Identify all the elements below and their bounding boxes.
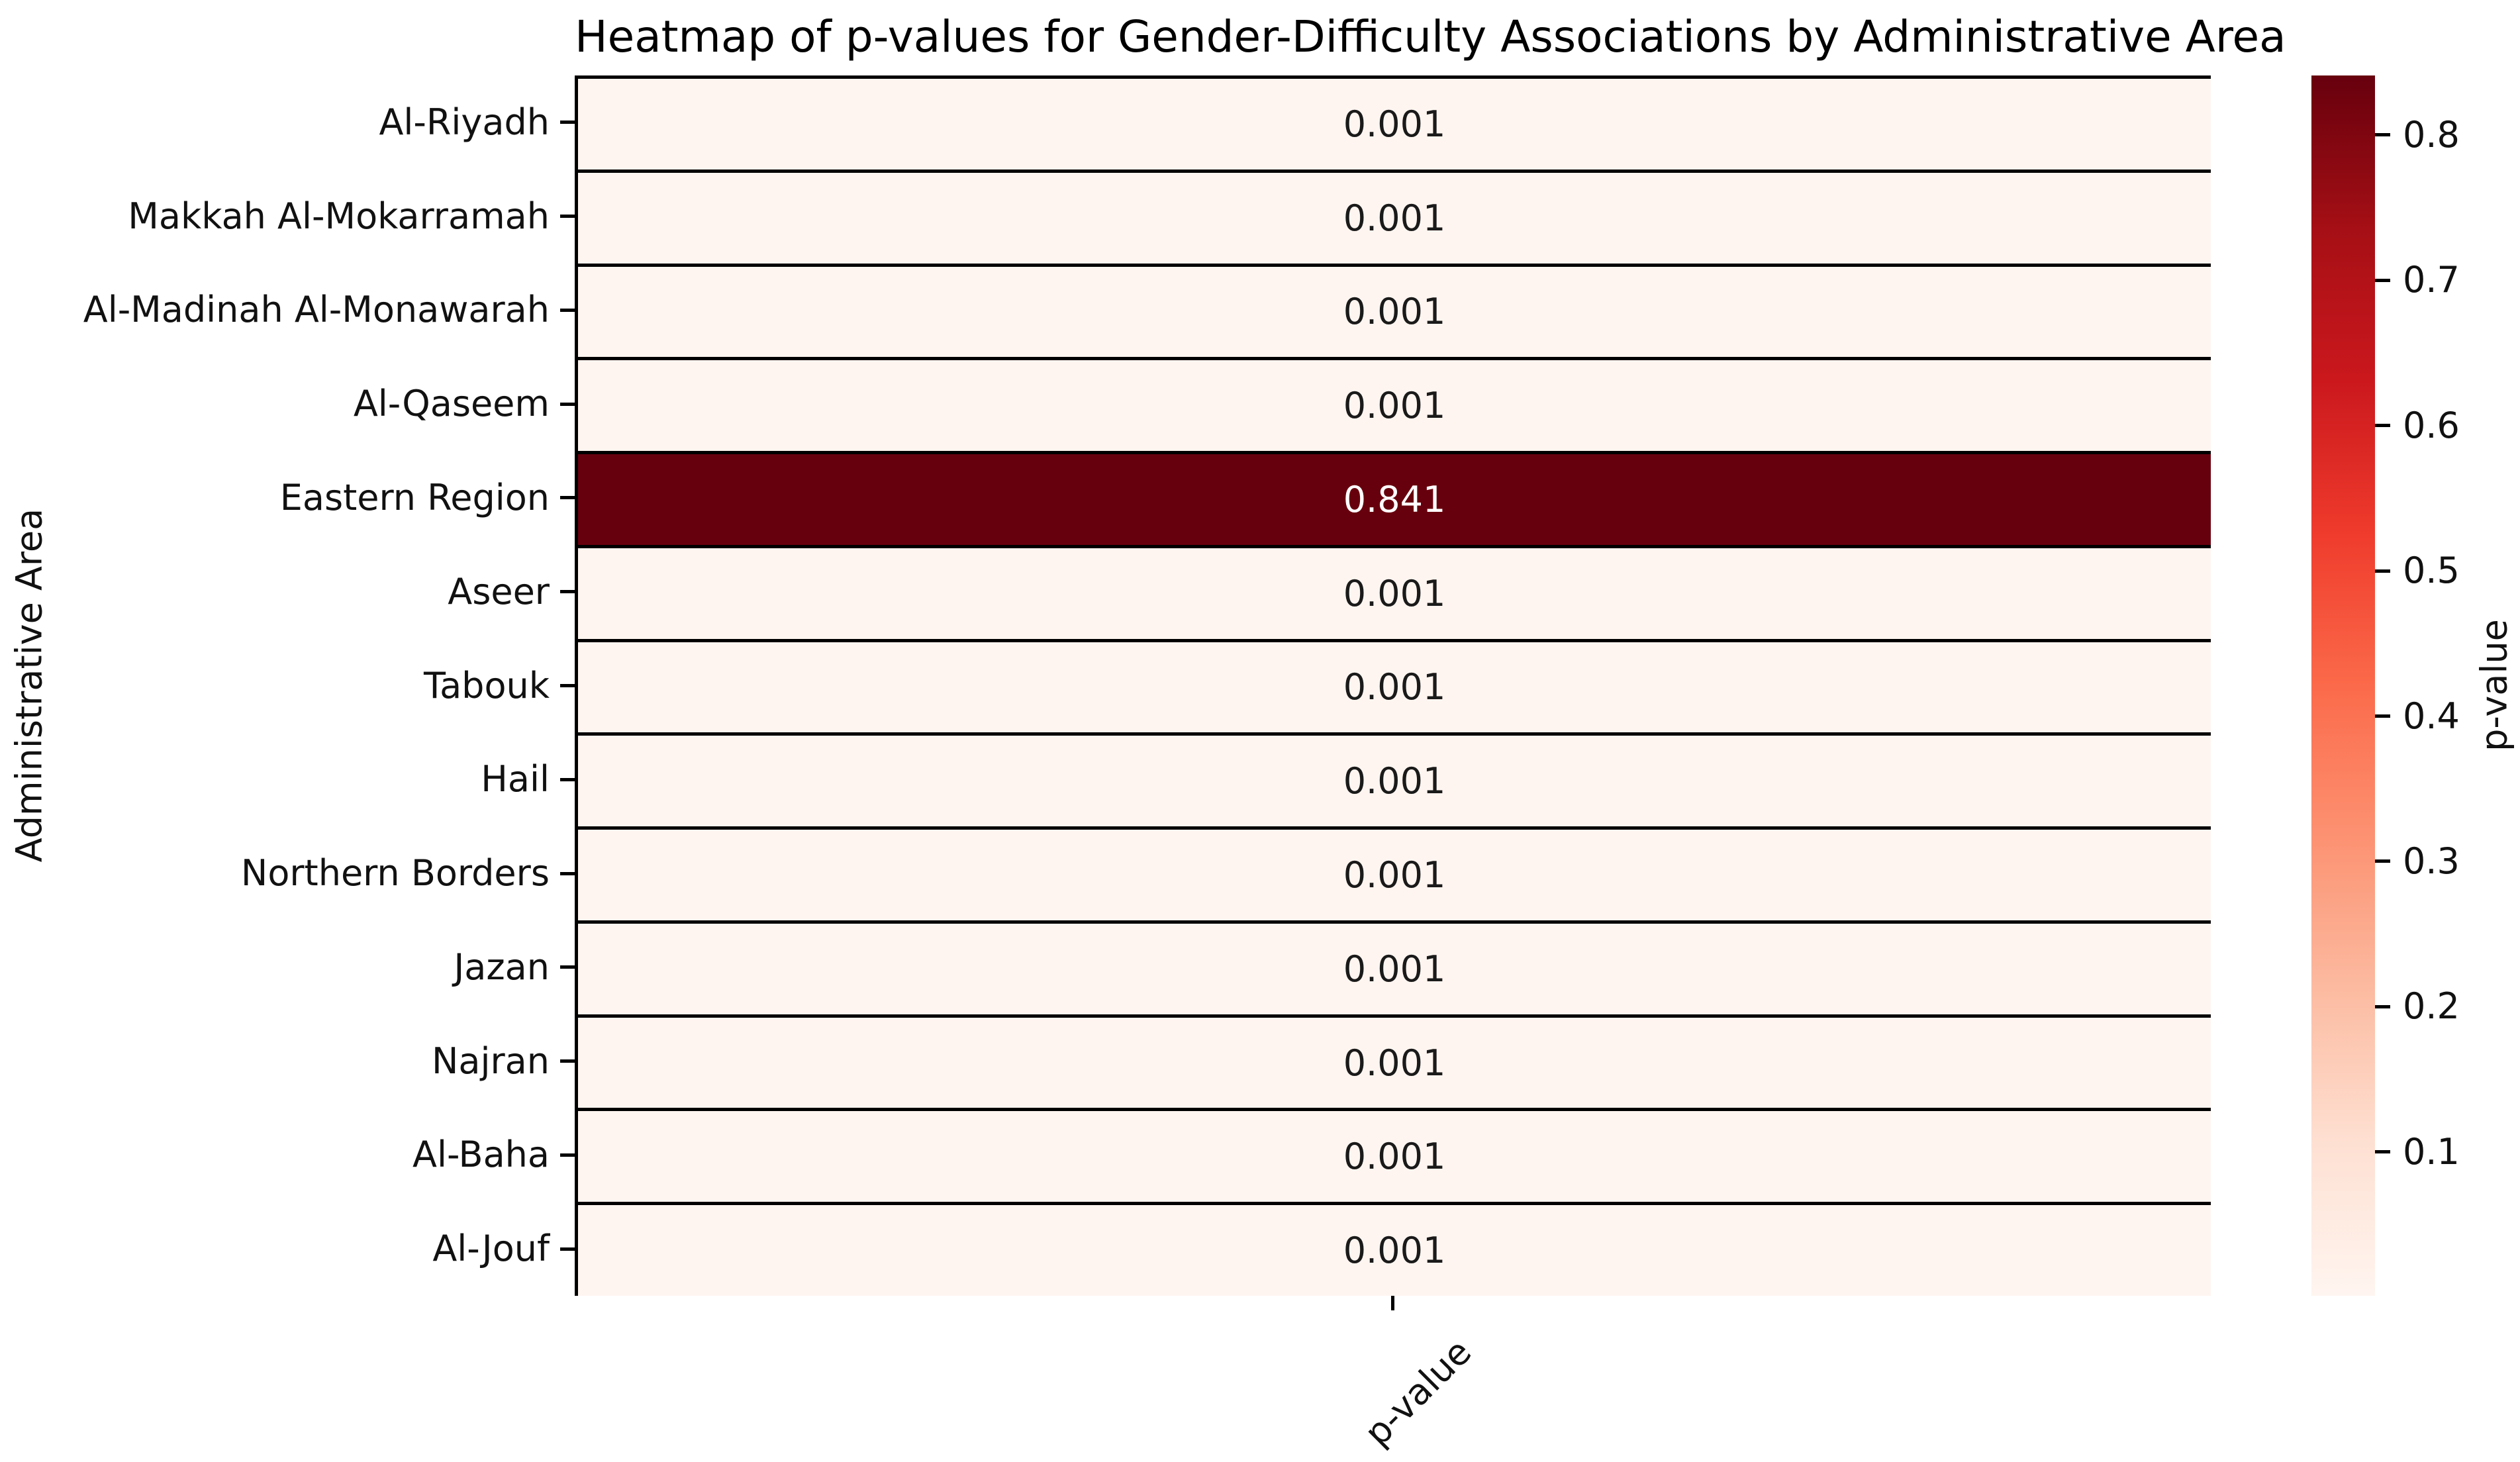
cell-value: 0.001 (1343, 1136, 1446, 1178)
y-tick-label: Al-Baha (412, 1134, 550, 1176)
y-tick-mark (560, 777, 575, 781)
heatmap-cell: 0.001 (578, 544, 2211, 639)
chart-title: Heatmap of p-values for Gender-Difficult… (575, 11, 2286, 62)
y-tick-mark (560, 402, 575, 406)
y-tick-label: Tabouk (424, 664, 550, 707)
cell-value: 0.001 (1343, 103, 1446, 145)
heatmap-grid: 0.001 0.001 0.001 0.001 0.841 0.001 0.001 0.001… (575, 75, 2211, 1296)
y-tick-mark (560, 590, 575, 594)
colorbar-tick-mark (2375, 1150, 2390, 1154)
cell-value: 0.001 (1343, 572, 1446, 614)
y-tick-mark (560, 1247, 575, 1251)
heatmap-cell: 0.001 (578, 920, 2211, 1014)
y-tick-label: Najran (431, 1040, 550, 1082)
colorbar-tick-mark (2375, 714, 2390, 718)
y-tick-label: Al-Qaseem (353, 383, 550, 425)
heatmap-cell: 0.001 (578, 357, 2211, 452)
y-tick-label: Al-Jouf (432, 1228, 550, 1270)
y-tick-label: Hail (481, 758, 550, 801)
colorbar-tick-label: 0.1 (2403, 1130, 2460, 1173)
colorbar-tick-label: 0.3 (2403, 840, 2460, 882)
y-tick-mark (560, 1153, 575, 1157)
colorbar-tick-label: 0.7 (2403, 259, 2460, 301)
colorbar-tick-mark (2375, 859, 2390, 863)
y-tick-mark (560, 215, 575, 219)
heatmap-cell: 0.001 (578, 1108, 2211, 1202)
colorbar-tick-mark (2375, 133, 2390, 137)
cell-value: 0.001 (1343, 760, 1446, 803)
y-tick-label: Al-Riyadh (379, 101, 550, 143)
y-tick-label: Al-Madinah Al-Monawarah (83, 289, 550, 331)
colorbar-tick-label: 0.4 (2403, 695, 2460, 737)
y-tick-mark (560, 965, 575, 969)
colorbar (2311, 75, 2375, 1296)
heatmap-cell: 0.001 (578, 169, 2211, 264)
colorbar-tick-label: 0.6 (2403, 404, 2460, 446)
colorbar-tick-mark (2375, 424, 2390, 428)
heatmap-cell: 0.001 (578, 732, 2211, 827)
colorbar-title: p-value (2473, 619, 2515, 752)
cell-value: 0.001 (1343, 197, 1446, 239)
cell-value: 0.841 (1343, 478, 1446, 520)
colorbar-tick-label: 0.2 (2403, 985, 2460, 1028)
cell-value: 0.001 (1343, 1042, 1446, 1084)
colorbar-tick-label: 0.8 (2403, 113, 2460, 156)
cell-value: 0.001 (1343, 291, 1446, 333)
y-tick-mark (560, 871, 575, 875)
cell-value: 0.001 (1343, 948, 1446, 990)
heatmap-cell: 0.001 (578, 263, 2211, 358)
cell-value: 0.001 (1343, 854, 1446, 896)
x-tick-label: p-value (1356, 1331, 1480, 1454)
y-tick-label: Makkah Al-Mokarramah (128, 195, 550, 237)
colorbar-tick-mark (2375, 569, 2390, 573)
y-tick-label: Eastern Region (279, 476, 550, 518)
heatmap-cell: 0.001 (578, 638, 2211, 733)
y-tick-mark (560, 308, 575, 312)
y-tick-label: Aseer (448, 570, 550, 612)
x-tick-mark (1391, 1296, 1394, 1310)
y-tick-mark (560, 496, 575, 500)
colorbar-tick-mark (2375, 1004, 2390, 1008)
colorbar-tick-label: 0.5 (2403, 550, 2460, 592)
heatmap-cell: 0.001 (578, 1014, 2211, 1108)
cell-value: 0.001 (1343, 1230, 1446, 1272)
heatmap-cell: 0.841 (578, 451, 2211, 545)
y-tick-mark (560, 1059, 575, 1063)
y-tick-mark (560, 684, 575, 687)
heatmap-cell: 0.001 (578, 79, 2211, 170)
y-tick-label: Jazan (454, 946, 550, 988)
heatmap-cell: 0.001 (578, 1202, 2211, 1296)
cell-value: 0.001 (1343, 385, 1446, 427)
y-tick-mark (560, 121, 575, 124)
colorbar-tick-mark (2375, 278, 2390, 282)
heatmap-cell: 0.001 (578, 826, 2211, 920)
cell-value: 0.001 (1343, 666, 1446, 708)
y-tick-label: Northern Borders (240, 852, 550, 895)
